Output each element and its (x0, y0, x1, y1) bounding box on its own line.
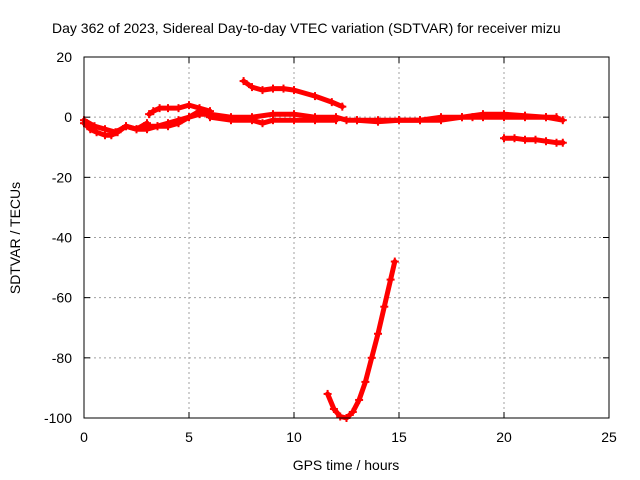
data-point (329, 404, 338, 413)
y-tick-label: -40 (52, 230, 72, 246)
data-point (206, 113, 214, 122)
y-axis-label: SDTVAR / TECUs (7, 182, 23, 294)
data-point (395, 116, 403, 125)
data-point (269, 116, 277, 125)
x-axis-label: GPS time / hours (293, 457, 400, 473)
data-point (145, 110, 154, 119)
data-point (239, 77, 248, 86)
data-point (143, 122, 151, 131)
data-point (355, 395, 364, 404)
data-point (290, 116, 298, 125)
grid-lines (84, 57, 609, 418)
data-point (353, 116, 361, 125)
x-tick-label: 0 (80, 429, 88, 445)
data-point (185, 113, 193, 122)
data-point (174, 116, 183, 125)
data-point (311, 116, 319, 125)
data-point (164, 104, 172, 113)
data-point (500, 110, 508, 119)
data-point (327, 98, 336, 107)
series-track-e (206, 113, 340, 128)
series-track-d (143, 107, 204, 131)
data-point (542, 137, 550, 146)
data-point (269, 84, 277, 93)
data-point (92, 128, 101, 137)
y-tick-label: -60 (52, 290, 72, 306)
data-point (367, 353, 376, 362)
data-point (390, 257, 399, 266)
x-tick-labels: 0 5 10 15 20 25 (80, 429, 617, 445)
series-track-b (80, 116, 151, 137)
data-point (380, 302, 389, 311)
y-tick-label: 0 (64, 109, 72, 125)
data-point (258, 86, 267, 95)
series-line (241, 78, 345, 110)
x-tick-label: 25 (601, 429, 617, 445)
data-point (248, 116, 256, 125)
data-point (311, 92, 319, 101)
data-series (80, 77, 567, 422)
series-track-i (353, 110, 561, 126)
data-point (348, 407, 357, 416)
data-point (521, 111, 529, 120)
x-tick-label: 15 (391, 429, 407, 445)
data-point (386, 275, 395, 284)
y-tick-label: -100 (44, 410, 72, 426)
data-point (111, 128, 120, 137)
y-tick-label: -80 (52, 350, 72, 366)
data-point (155, 104, 164, 113)
series-track-f (239, 77, 347, 111)
data-point (437, 113, 445, 122)
data-point (153, 122, 162, 131)
axis-ticks (83, 56, 610, 419)
data-point (458, 113, 466, 122)
data-point (374, 117, 382, 126)
data-point (374, 329, 382, 338)
x-tick-label: 20 (496, 429, 512, 445)
data-point (558, 116, 567, 125)
data-point (90, 122, 99, 131)
data-point (531, 135, 540, 144)
data-point (258, 119, 267, 128)
data-point (361, 377, 370, 386)
data-point (149, 107, 158, 116)
data-point (122, 122, 130, 131)
chart-title: Day 362 of 2023, Sidereal Day-to-day VTE… (52, 20, 561, 36)
data-point (195, 107, 204, 116)
y-tick-label: 20 (56, 49, 72, 65)
data-point (227, 116, 235, 125)
series-track-g (323, 257, 399, 422)
data-point (101, 125, 109, 134)
y-tick-label: -20 (52, 169, 72, 185)
data-point (552, 113, 561, 122)
data-point (521, 135, 529, 144)
data-point (558, 138, 567, 147)
data-point (416, 116, 424, 125)
data-point (332, 116, 340, 125)
data-point (164, 119, 172, 128)
series-track-h (500, 134, 567, 147)
data-point (248, 83, 256, 92)
data-point (336, 412, 345, 421)
data-point (338, 102, 347, 111)
data-point (185, 101, 193, 110)
data-point (323, 389, 332, 398)
series-line (325, 259, 398, 421)
x-tick-label: 5 (185, 429, 193, 445)
data-point (542, 113, 550, 122)
y-tick-labels: 20 0 -20 -40 -60 -80 -100 (44, 49, 72, 426)
data-point (342, 116, 351, 125)
data-point (132, 125, 141, 134)
data-point (290, 86, 298, 95)
data-point (174, 104, 183, 113)
data-point (479, 110, 487, 119)
x-tick-label: 10 (286, 429, 302, 445)
data-point (500, 134, 508, 143)
data-point (510, 134, 519, 143)
data-point (279, 84, 288, 93)
